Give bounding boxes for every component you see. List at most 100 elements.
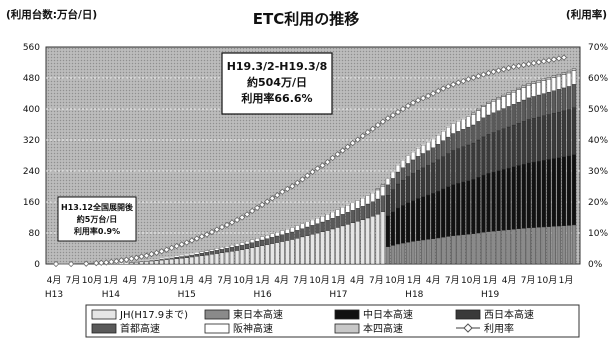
bar-segment bbox=[214, 248, 220, 251]
bar-segment bbox=[431, 238, 436, 265]
bar-segment bbox=[476, 177, 481, 234]
bar-segment bbox=[315, 223, 320, 234]
y-left-tick-label: 80 bbox=[29, 229, 41, 239]
rate-marker bbox=[233, 216, 241, 224]
rate-marker bbox=[188, 237, 195, 244]
rate-marker bbox=[113, 258, 120, 265]
bar-segment bbox=[420, 153, 426, 169]
bar-segment bbox=[420, 167, 426, 197]
rate-marker bbox=[329, 154, 336, 162]
bar-segment bbox=[355, 200, 360, 209]
bar-segment bbox=[134, 261, 139, 265]
bar-segment bbox=[395, 183, 401, 209]
bar-segment bbox=[385, 184, 391, 196]
bar-segment bbox=[456, 121, 461, 132]
bar-segment bbox=[526, 119, 531, 164]
bar-segment bbox=[461, 181, 466, 235]
bar-segment bbox=[571, 224, 577, 265]
bar-segment bbox=[169, 257, 174, 260]
rate-marker bbox=[108, 258, 115, 265]
bar-segment bbox=[446, 136, 451, 154]
bar-segment bbox=[395, 243, 401, 265]
bar-segment bbox=[566, 86, 572, 110]
bar-segment bbox=[179, 257, 184, 265]
bar-segment bbox=[405, 202, 411, 243]
bar-segment bbox=[536, 94, 541, 118]
bar-segment bbox=[496, 97, 501, 100]
bar-segment bbox=[516, 101, 521, 124]
bar-segment bbox=[541, 115, 546, 161]
rate-marker bbox=[510, 63, 517, 71]
bar-segment bbox=[511, 104, 516, 126]
bar-segment bbox=[415, 156, 421, 171]
bar-segment bbox=[491, 101, 496, 114]
bar-segment bbox=[471, 179, 476, 234]
bar-segment bbox=[400, 242, 406, 265]
bar-segment bbox=[290, 231, 295, 240]
rate-marker bbox=[93, 259, 100, 267]
bar-segment bbox=[401, 159, 405, 161]
bar-segment bbox=[501, 94, 506, 97]
legend: JH(H17.9まで) 東日本高速 中日本高速 西日本高速 首都高速 阪神高速 … bbox=[85, 304, 580, 338]
bar-segment bbox=[325, 220, 330, 231]
bar-segment bbox=[295, 230, 300, 239]
bar-segment bbox=[365, 203, 370, 219]
bar-segment bbox=[219, 249, 225, 253]
x-month-label: 4月 bbox=[426, 275, 441, 286]
chart-title: ETC利用の推移 bbox=[253, 10, 360, 28]
bar-segment bbox=[209, 249, 215, 252]
rate-marker bbox=[163, 246, 170, 253]
bar-segment bbox=[471, 233, 476, 265]
bar-segment bbox=[476, 232, 481, 265]
y-right-tick-label: 50% bbox=[588, 105, 608, 115]
x-month-label: 10月 bbox=[158, 275, 178, 286]
bar-segment bbox=[370, 201, 375, 217]
rate-marker bbox=[304, 172, 311, 179]
bar-segment bbox=[204, 250, 210, 253]
bar-segment bbox=[305, 235, 310, 265]
y-right-tick-label: 70% bbox=[588, 43, 608, 53]
rate-marker bbox=[485, 69, 492, 77]
bar-segment bbox=[189, 254, 194, 258]
rate-marker bbox=[83, 260, 90, 267]
x-year-label: H16 bbox=[253, 290, 271, 300]
bar-segment bbox=[466, 234, 471, 265]
bar-segment bbox=[345, 224, 350, 265]
bar-segment bbox=[355, 199, 360, 201]
bar-segment bbox=[300, 228, 305, 238]
bar-segment bbox=[204, 254, 210, 265]
bar-segment bbox=[531, 96, 536, 119]
bar-segment bbox=[551, 158, 557, 227]
bar-segment bbox=[244, 248, 250, 265]
bar-segment bbox=[229, 251, 235, 265]
bar-segment bbox=[249, 247, 255, 265]
bar-segment bbox=[139, 261, 144, 262]
bar-segment bbox=[466, 144, 471, 181]
legend-swatch-jh bbox=[91, 309, 117, 320]
rate-marker bbox=[52, 260, 60, 268]
bar-segment bbox=[400, 167, 406, 181]
bar-segment bbox=[400, 180, 406, 206]
bar-segment bbox=[154, 259, 159, 261]
bar-segment bbox=[300, 223, 305, 229]
bar-segment bbox=[561, 110, 567, 157]
bar-segment bbox=[471, 142, 476, 180]
bar-segment bbox=[506, 92, 511, 95]
bar-segment bbox=[365, 194, 370, 196]
rate-marker bbox=[555, 55, 563, 62]
bar-segment bbox=[355, 221, 360, 265]
bar-segment bbox=[280, 234, 285, 242]
rate-marker bbox=[535, 59, 542, 66]
y-left-tick-label: 480 bbox=[23, 74, 40, 84]
bar-segment bbox=[290, 227, 295, 233]
x-month-label: 1月 bbox=[255, 275, 270, 286]
bar-segment bbox=[486, 103, 491, 116]
bar-segment bbox=[335, 216, 340, 228]
bar-segment bbox=[476, 121, 481, 141]
x-month-label: 1月 bbox=[179, 275, 194, 286]
bar-segment bbox=[486, 134, 491, 174]
rate-marker bbox=[203, 231, 211, 238]
bar-segment bbox=[571, 107, 577, 155]
rate-marker bbox=[419, 94, 427, 102]
x-year-label: H15 bbox=[178, 290, 196, 300]
